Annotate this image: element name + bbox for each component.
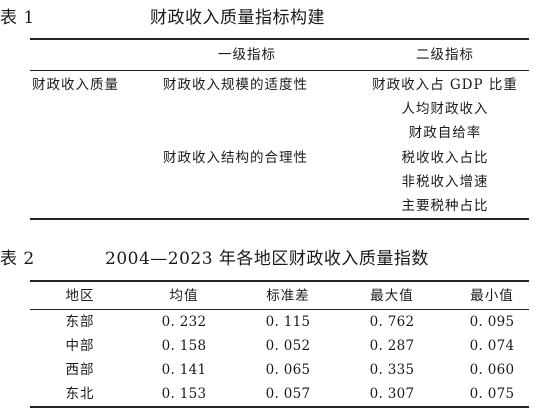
table1-header-level1: 一级指标 (218, 47, 276, 63)
table2-header-region: 地区 (65, 288, 95, 304)
table2-row-std: 0. 052 (265, 338, 311, 354)
table1-caption: 表 1 财政收入质量指标构建 (0, 7, 325, 29)
table2-caption: 表 2 2004—2023 年各地区财政收入质量指数 (0, 248, 429, 270)
table2-row-max: 0. 762 (369, 314, 415, 330)
table1-level1-item: 财政收入规模的适度性 (163, 77, 308, 93)
table1-level2-item: 非税收入增速 (401, 174, 489, 190)
table2-row-max: 0. 335 (369, 362, 415, 378)
table1-top-rule (30, 38, 529, 40)
table2-header-mean: 均值 (169, 288, 199, 304)
table2-row-std: 0. 065 (265, 362, 311, 378)
table2-row-min: 0. 060 (469, 362, 515, 378)
table2-row-mean: 0. 141 (161, 362, 207, 378)
table1-bottom-rule (30, 218, 529, 220)
table2-header-std: 标准差 (266, 288, 310, 304)
table2-header-max: 最大值 (370, 288, 414, 304)
table2-row-min: 0. 074 (469, 338, 515, 354)
table2-header-rule (30, 309, 529, 310)
table1-level1-item: 财政收入结构的合理性 (163, 150, 308, 166)
table2-number: 表 2 (0, 249, 35, 269)
table2-bottom-rule (30, 406, 529, 408)
table2-row-max: 0. 307 (369, 386, 415, 402)
table2-title: 2004—2023 年各地区财政收入质量指数 (105, 249, 429, 269)
table2-row-region: 东部 (65, 314, 95, 330)
table1-title: 财政收入质量指标构建 (150, 8, 325, 28)
table2-row-region: 西部 (65, 362, 95, 378)
table2-row-mean: 0. 158 (161, 338, 207, 354)
table2-row-std: 0. 057 (265, 386, 311, 402)
table1-header-level2: 二级指标 (416, 47, 474, 63)
table2-row-min: 0. 095 (469, 314, 515, 330)
table1-header-rule (30, 70, 529, 71)
table2-row-std: 0. 115 (265, 314, 311, 330)
table2-row-mean: 0. 232 (161, 314, 207, 330)
table1-level2-item: 财政收入占 GDP 比重 (372, 77, 518, 93)
table2-top-rule (30, 280, 529, 282)
table2-row-mean: 0. 153 (161, 386, 207, 402)
table1-level2-item: 税收收入占比 (401, 150, 489, 166)
table1-level2-item: 主要税种占比 (401, 198, 489, 214)
table1-level2-item: 人均财政收入 (401, 101, 489, 117)
table2-row-region: 东北 (65, 386, 95, 402)
table1-level2-item: 财政自给率 (408, 125, 482, 141)
table1-category: 财政收入质量 (32, 77, 119, 93)
table2-row-region: 中部 (65, 338, 95, 354)
table2-row-max: 0. 287 (369, 338, 415, 354)
table2-header-min: 最小值 (470, 288, 514, 304)
table1-number: 表 1 (0, 8, 35, 28)
table2-row-min: 0. 075 (469, 386, 515, 402)
